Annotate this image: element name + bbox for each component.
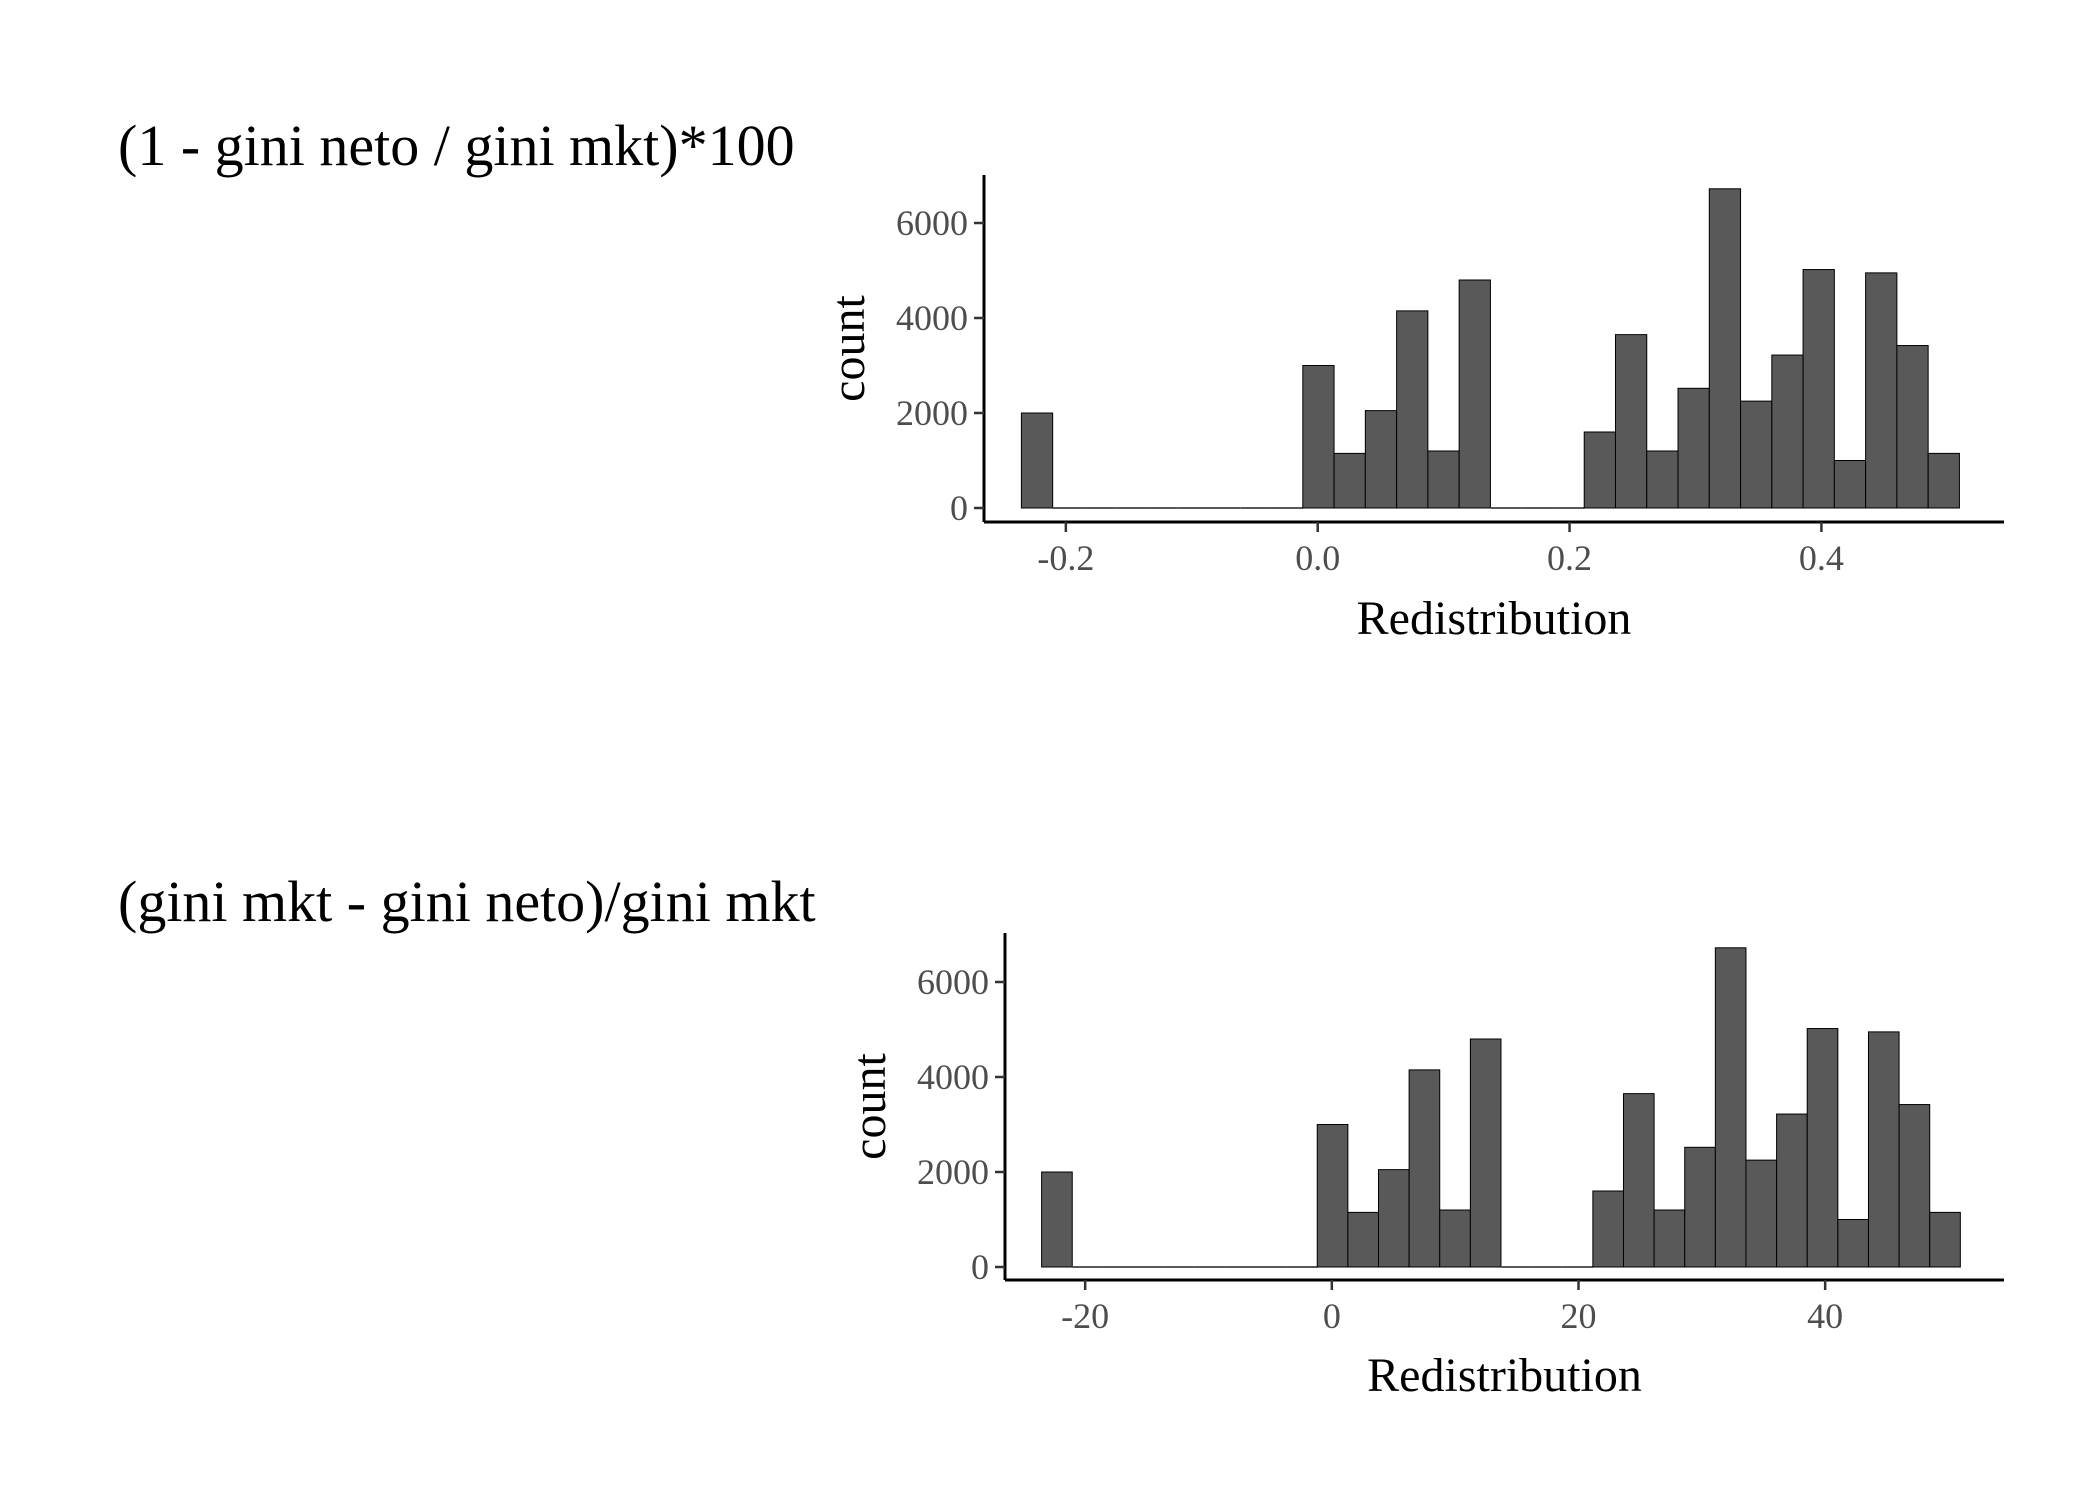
y-tick-label: 2000 <box>917 1152 989 1192</box>
x-tick-label: -0.2 <box>1037 538 1094 578</box>
histogram-bar <box>1458 279 1491 509</box>
histogram-bar <box>1677 387 1710 509</box>
histogram-bar <box>1927 452 1960 509</box>
histogram-bar <box>1684 1146 1716 1268</box>
x-tick-label: 0.4 <box>1799 538 1844 578</box>
histogram-bar <box>1408 1069 1441 1268</box>
histogram-bar <box>1653 1209 1686 1268</box>
histogram-bar <box>1364 410 1398 509</box>
histogram-bar <box>1439 1209 1471 1268</box>
histogram-bar <box>1867 1031 1900 1268</box>
histogram-bar <box>1771 354 1804 509</box>
histogram-panel-top: 0 2000 4000 6000 -0.2 0.0 0.2 0.4 Redistribution… <box>822 175 2004 645</box>
histogram-bar <box>1745 1159 1778 1268</box>
x-tick-label: 40 <box>1807 1296 1843 1336</box>
histogram-bar <box>1347 1211 1379 1268</box>
histogram-bar <box>1614 334 1648 509</box>
chart-title-bottom: (gini mkt - gini neto)/gini mkt <box>118 869 816 934</box>
histogram-bar <box>1802 269 1835 509</box>
x-axis-title: Redistribution <box>1367 1349 1642 1402</box>
histogram-bar <box>1837 1219 1869 1268</box>
histogram-panel-bottom: 0 2000 4000 6000 -20 0 20 40 Redistribution count <box>843 933 2004 1402</box>
y-tick-label: 6000 <box>917 962 989 1002</box>
histogram-bar <box>1396 310 1429 509</box>
y-tick-label: 0 <box>971 1247 989 1287</box>
histogram-bar <box>1469 1038 1502 1268</box>
histogram-bar <box>1333 452 1366 509</box>
x-axis-title: Redistribution <box>1357 592 1632 645</box>
histogram-bar <box>1041 1171 1073 1268</box>
histogram-bar <box>1302 365 1335 509</box>
histogram-bar <box>1316 1124 1349 1268</box>
y-tick-label: 0 <box>950 488 968 528</box>
x-tick-label: 0 <box>1323 1296 1341 1336</box>
y-tick-label: 2000 <box>896 393 968 433</box>
histogram-bar <box>1646 450 1679 509</box>
histogram-bar <box>1776 1113 1808 1268</box>
histogram-bar <box>1020 412 1054 509</box>
histogram-bar <box>1427 450 1460 509</box>
x-tick-label: 0.2 <box>1547 538 1592 578</box>
histogram-bar <box>1806 1028 1839 1268</box>
histogram-bar <box>1592 1190 1624 1268</box>
histogram-bar <box>1865 272 1898 509</box>
histogram-bar <box>1896 345 1929 509</box>
x-tick-label: 0.0 <box>1295 538 1340 578</box>
histogram-bar <box>1929 1211 1961 1268</box>
chart-title-top: (1 - gini neto / gini mkt)*100 <box>118 113 795 178</box>
histogram-bar <box>1583 431 1616 509</box>
histogram-bar <box>1740 400 1773 509</box>
histogram-bar <box>1708 188 1742 509</box>
histogram-bar <box>1714 947 1747 1268</box>
histogram-bar <box>1622 1093 1655 1268</box>
histogram-bar <box>1377 1169 1410 1268</box>
x-tick-label: -20 <box>1061 1296 1109 1336</box>
y-tick-label: 4000 <box>917 1057 989 1097</box>
y-tick-label: 6000 <box>896 203 968 243</box>
histogram-bar <box>1898 1104 1931 1268</box>
x-tick-label: 20 <box>1561 1296 1597 1336</box>
y-axis-title: count <box>822 295 875 402</box>
y-tick-label: 4000 <box>896 298 968 338</box>
y-axis-title: count <box>843 1053 896 1160</box>
histogram-bar <box>1833 460 1867 509</box>
